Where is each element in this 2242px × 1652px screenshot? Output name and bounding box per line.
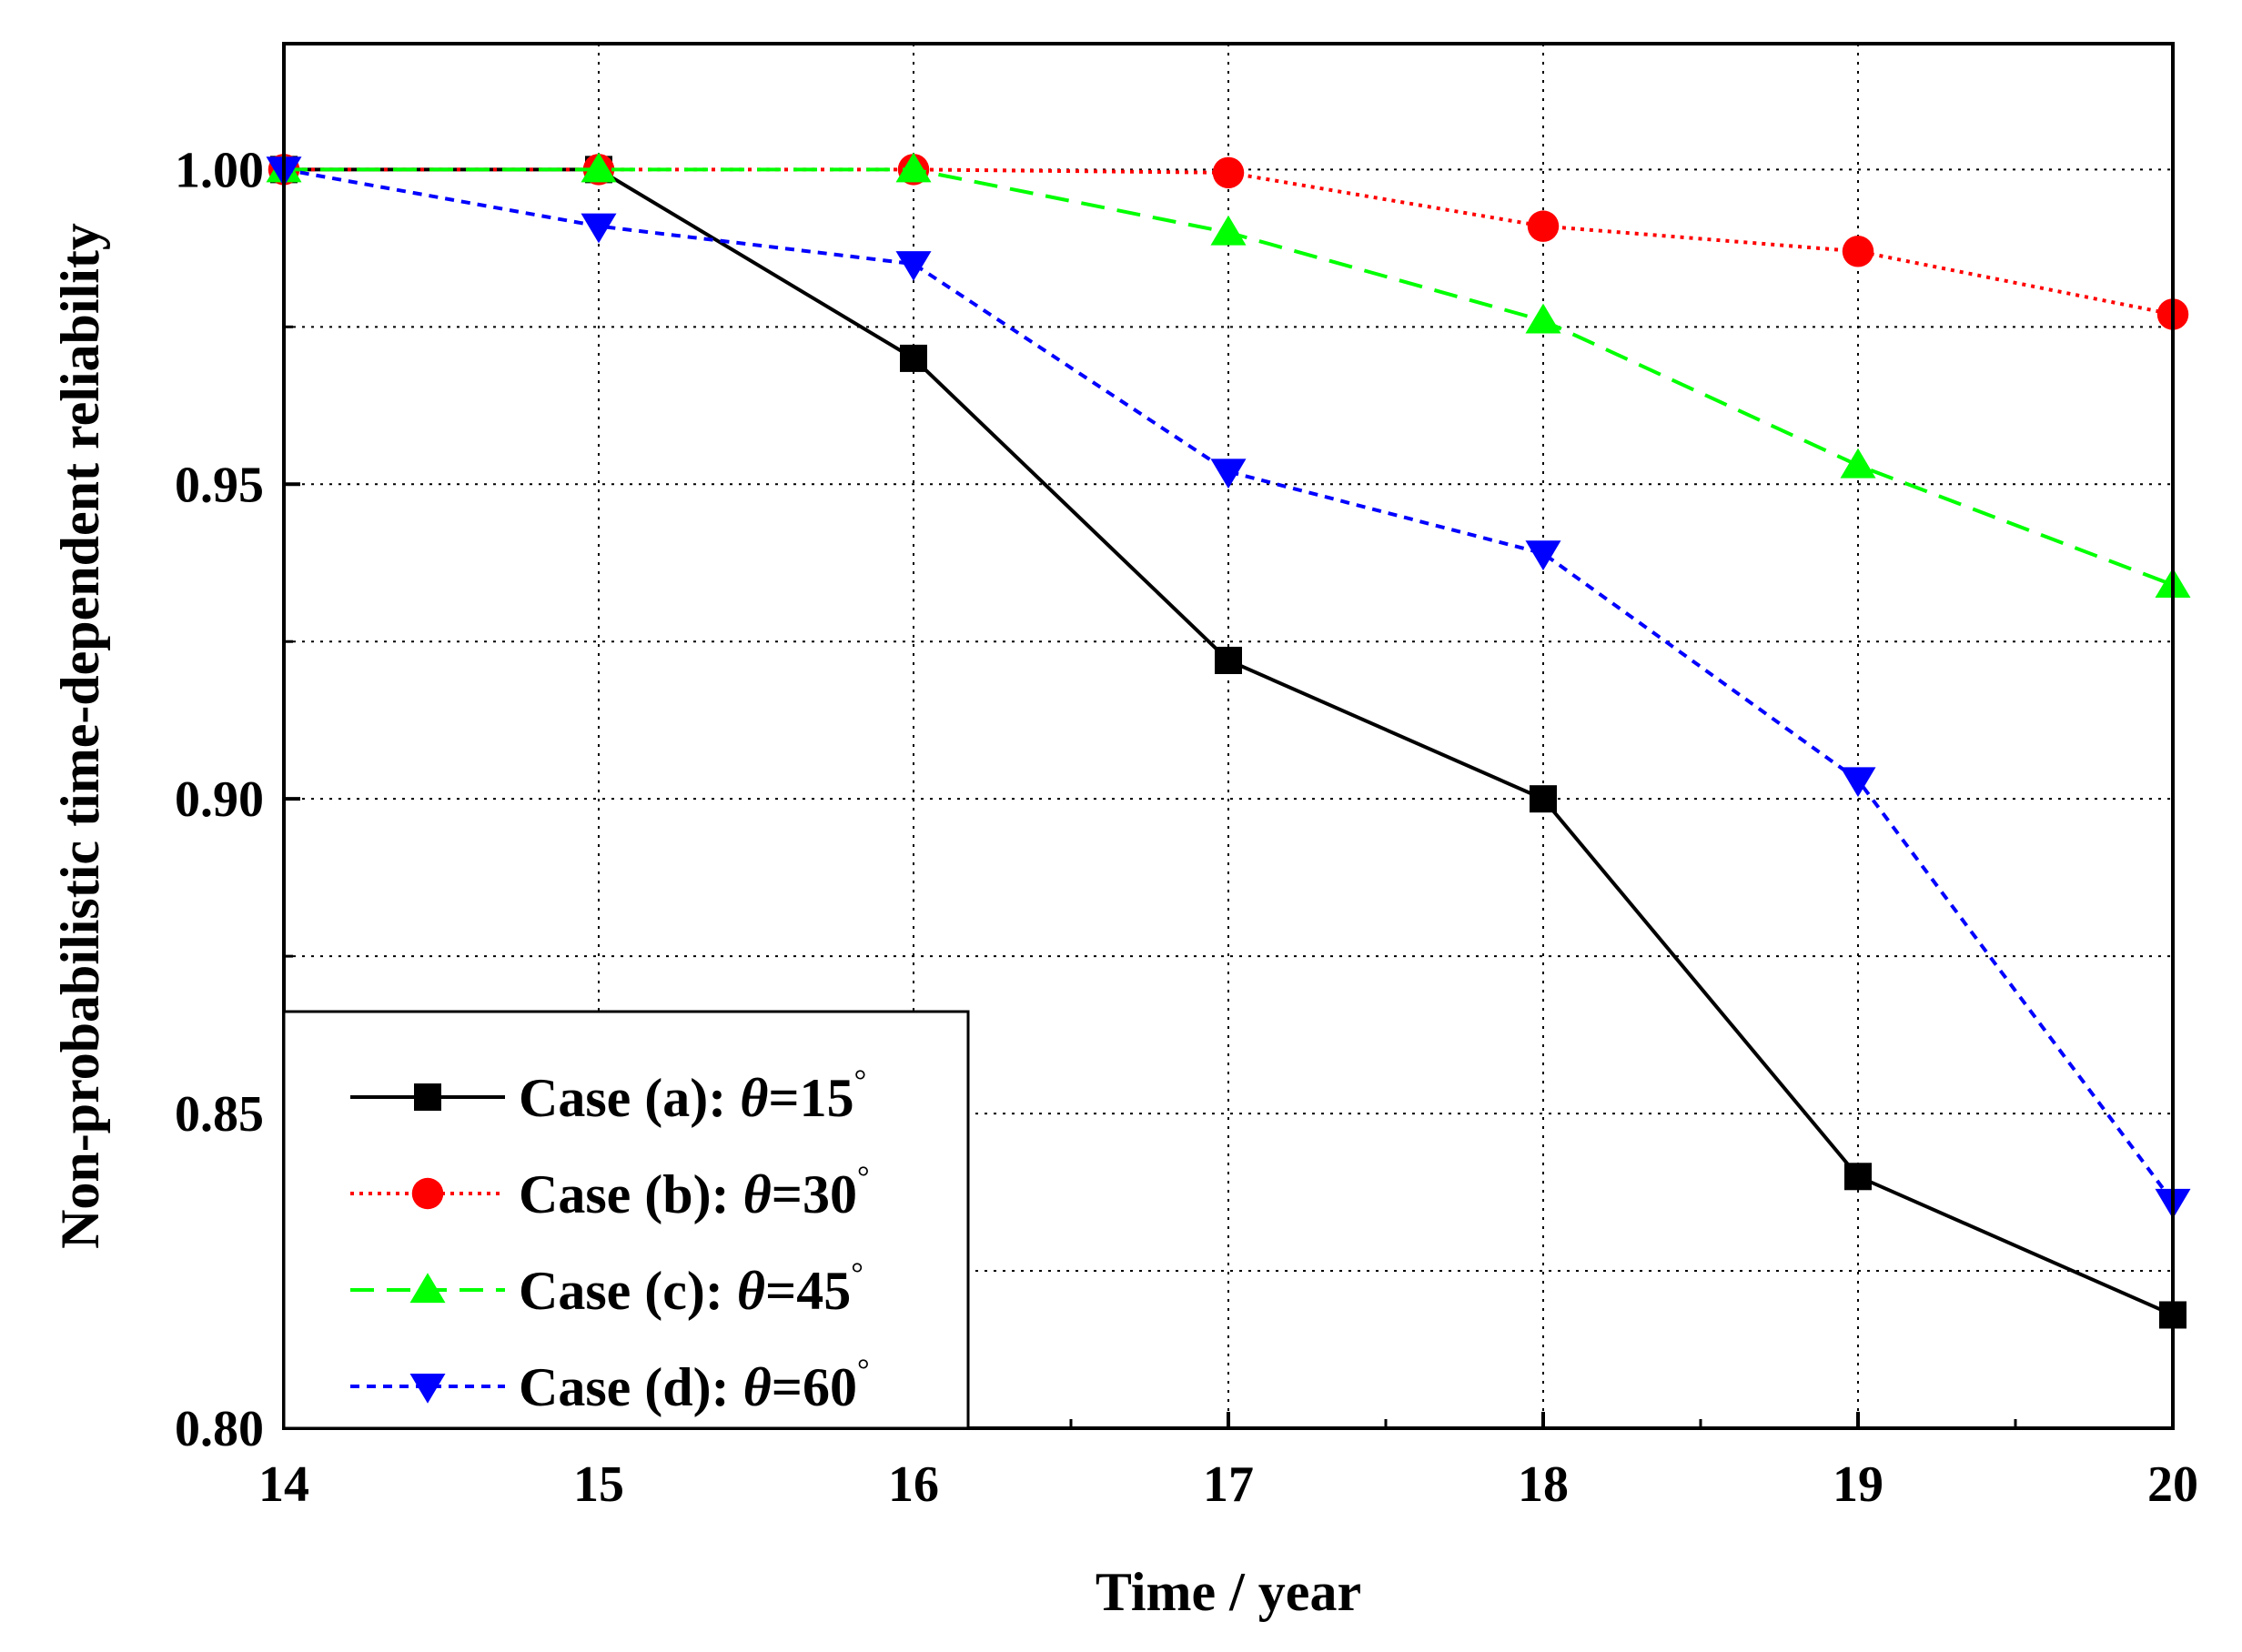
legend-box: [282, 1010, 970, 1430]
data-point: [1210, 215, 1247, 246]
x-tick-label: 19: [1833, 1456, 1883, 1513]
legend-item: Case (d): θ=60°: [350, 1354, 870, 1417]
legend-marker: [411, 1177, 444, 1210]
legend-item: Case (a): θ=15°: [350, 1064, 866, 1128]
data-point: [1527, 210, 1560, 242]
data-point: [1840, 448, 1876, 478]
data-point: [581, 152, 617, 183]
series-layer: [266, 152, 2191, 1329]
legend-marker: [409, 1373, 446, 1404]
data-point: [900, 344, 927, 372]
legend-label: Case (b): θ=30°: [519, 1161, 870, 1224]
y-tick-label: 0.95: [175, 457, 264, 513]
legend-label: Case (c): θ=45°: [519, 1257, 863, 1321]
y-tick-label: 1.00: [175, 142, 264, 198]
tick-labels: 14 15 16 17 18 19 20 0.80 0.85 0.90 0.95 1.00: [175, 142, 2198, 1513]
y-tick-label: 0.80: [175, 1401, 264, 1457]
grid-lines: [284, 44, 2173, 1428]
data-point: [895, 152, 932, 183]
data-point: [1525, 540, 1561, 571]
plot-frame: [282, 42, 2175, 1430]
x-tick-label: 18: [1518, 1456, 1569, 1513]
data-point: [1842, 236, 1874, 267]
legend-item: Case (b): θ=30°: [350, 1161, 870, 1224]
x-tick-label: 20: [2147, 1456, 2198, 1513]
data-point: [581, 213, 617, 244]
x-tick-label: 16: [888, 1456, 939, 1513]
x-tick-label: 14: [258, 1456, 309, 1513]
legend-marker: [409, 1273, 446, 1304]
data-point: [895, 251, 932, 281]
legend: Case (a): θ=15° Case (b): θ=30° Case (c): …: [282, 1010, 970, 1430]
x-axis-title: Time / year: [1096, 1562, 1361, 1622]
y-tick-label: 0.90: [175, 771, 264, 828]
data-point: [1525, 303, 1561, 334]
data-point: [1212, 156, 1245, 189]
x-tick-label: 17: [1203, 1456, 1254, 1513]
data-point: [1840, 767, 1876, 798]
y-tick-label: 0.85: [175, 1086, 264, 1143]
data-point: [1215, 646, 1242, 674]
data-point: [1530, 785, 1557, 813]
legend-item: Case (c): θ=45°: [350, 1257, 863, 1321]
y-axis-title: Non-probabilistic time-dependent reliabi…: [50, 223, 110, 1249]
x-tick-label: 15: [573, 1456, 624, 1513]
legend-marker: [414, 1083, 441, 1111]
data-point: [1210, 458, 1247, 489]
legend-label: Case (a): θ=15°: [519, 1064, 866, 1128]
legend-label: Case (d): θ=60°: [519, 1354, 870, 1417]
data-point: [1844, 1163, 1872, 1191]
